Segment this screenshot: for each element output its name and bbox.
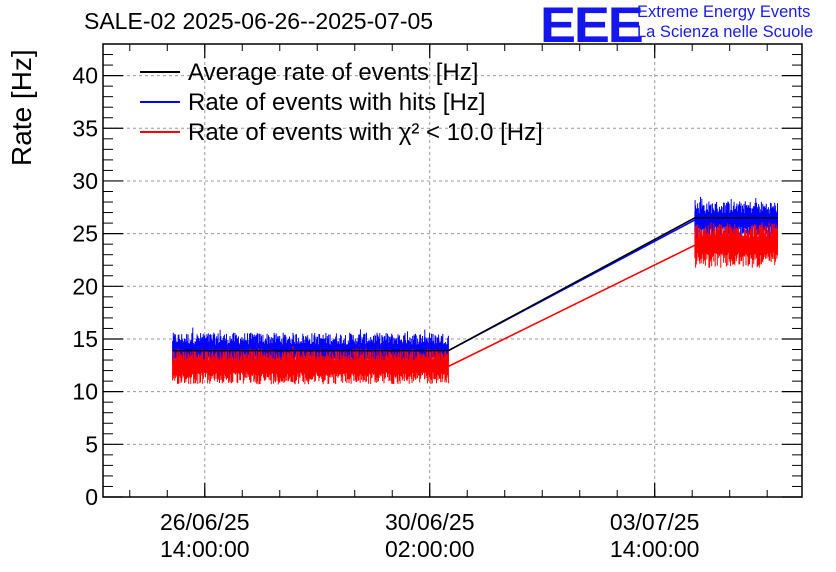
y-axis-label: Rate [Hz] bbox=[6, 49, 37, 166]
series-band bbox=[694, 201, 778, 239]
x-tick-label-time: 14:00:00 bbox=[610, 536, 700, 562]
org-name-line2: La Scienza nelle Scuole bbox=[637, 23, 814, 41]
series-2 bbox=[172, 222, 778, 385]
chart-title: SALE-02 2025-06-26--2025-07-05 bbox=[84, 8, 434, 34]
x-tick-label-date: 03/07/25 bbox=[610, 509, 700, 535]
org-name-line1: Extreme Energy Events bbox=[637, 3, 811, 21]
y-tick-label: 30 bbox=[72, 168, 98, 194]
y-tick-label: 15 bbox=[72, 326, 98, 352]
series-connector bbox=[448, 217, 696, 352]
legend-swatch-red bbox=[140, 130, 180, 133]
x-tick-label-time: 14:00:00 bbox=[160, 536, 250, 562]
y-tick-label: 35 bbox=[72, 115, 98, 141]
plot-frame bbox=[102, 43, 803, 498]
legend-swatch-blue bbox=[140, 100, 180, 103]
y-tick-label: 20 bbox=[72, 273, 98, 299]
y-tick-label: 25 bbox=[72, 221, 98, 247]
grid-lines bbox=[103, 44, 802, 497]
legend-label-average: Average rate of events [Hz] bbox=[188, 59, 479, 86]
x-tick-label-date: 30/06/25 bbox=[385, 509, 475, 535]
legend-entry-chi2: Rate of events with χ² < 10.0 [Hz] bbox=[140, 119, 543, 147]
y-tick-label: 0 bbox=[85, 484, 98, 510]
legend-entry-average: Average rate of events [Hz] bbox=[140, 59, 478, 87]
series-band bbox=[694, 222, 778, 268]
series-connector bbox=[448, 244, 696, 368]
x-tick-label-date: 26/06/25 bbox=[160, 509, 250, 535]
legend-label-hits: Rate of events with hits [Hz] bbox=[188, 89, 486, 116]
legend-entry-hits: Rate of events with hits [Hz] bbox=[140, 89, 485, 117]
legend-label-chi2: Rate of events with χ² < 10.0 [Hz] bbox=[188, 119, 543, 146]
series-0 bbox=[172, 217, 778, 352]
eee-logo: EEE bbox=[540, 0, 644, 53]
x-tick-label-time: 02:00:00 bbox=[385, 536, 475, 562]
legend-swatch-black bbox=[140, 70, 180, 73]
y-tick-label: 5 bbox=[85, 431, 98, 457]
y-tick-label: 10 bbox=[72, 379, 98, 405]
axes-ticks: 051015202530354026/06/2514:00:0030/06/25… bbox=[72, 44, 802, 562]
y-tick-label: 40 bbox=[72, 63, 98, 89]
series-group bbox=[172, 196, 778, 385]
